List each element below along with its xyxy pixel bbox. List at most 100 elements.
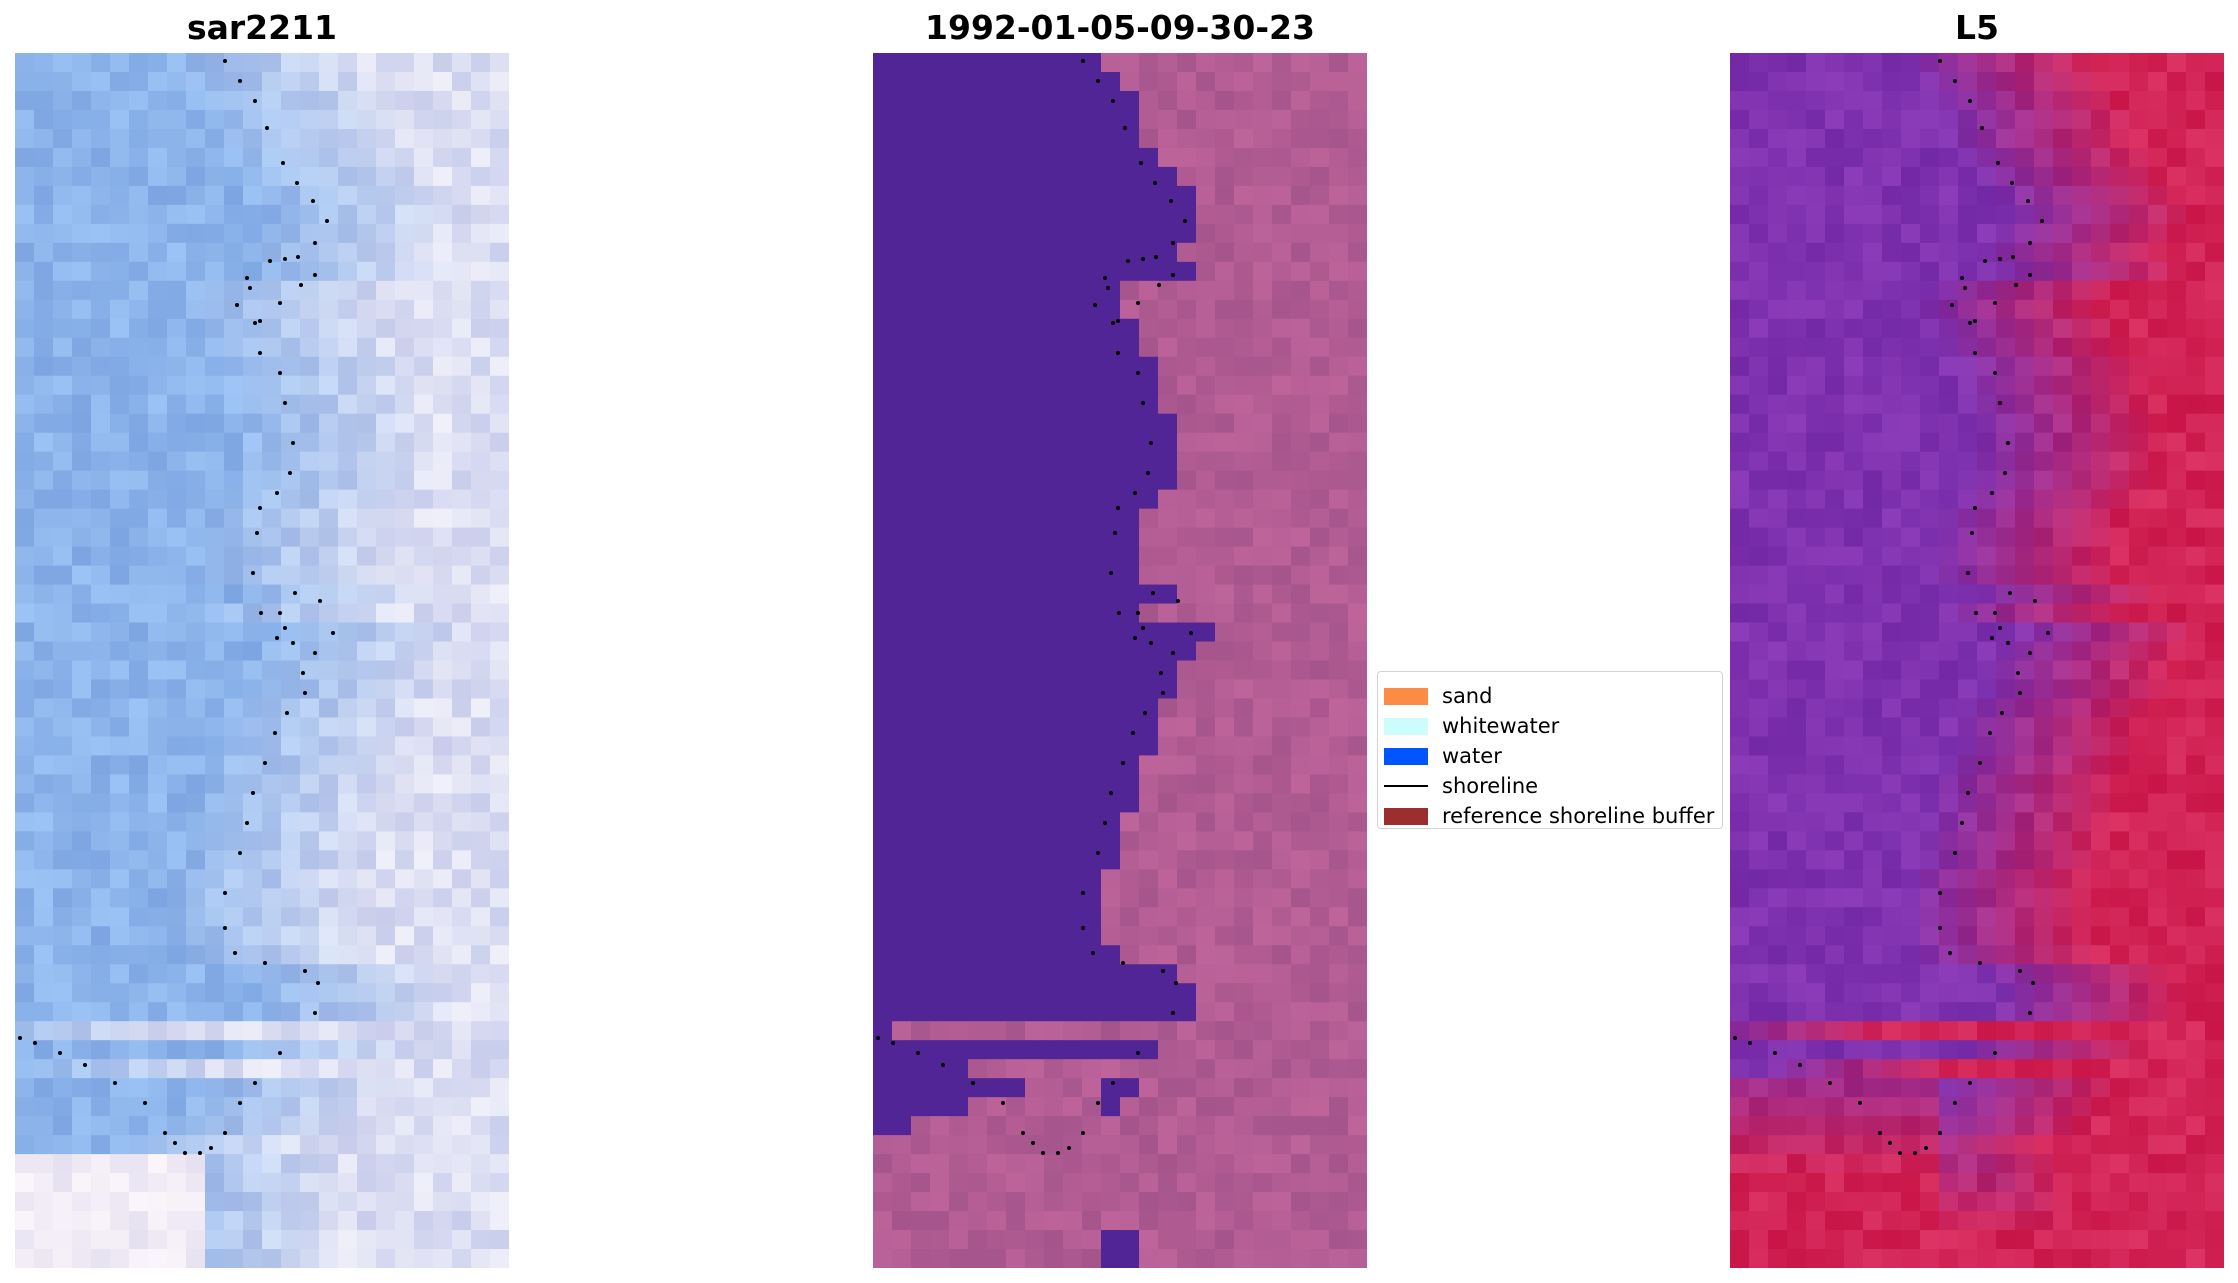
shoreline-point [163, 1131, 167, 1135]
image-pixel [911, 907, 931, 927]
image-pixel [1291, 147, 1311, 168]
image-pixel [1329, 128, 1349, 149]
image-pixel [2072, 774, 2092, 794]
image-pixel [148, 755, 168, 776]
image-pixel [1768, 204, 1788, 225]
image-pixel [167, 679, 187, 700]
image-pixel [1215, 774, 1235, 794]
image-pixel [1749, 584, 1769, 605]
image-pixel [471, 489, 491, 510]
image-pixel [91, 926, 111, 946]
image-pixel [1348, 527, 1367, 548]
image-pixel [224, 204, 244, 225]
image-pixel [15, 717, 35, 738]
image-pixel [148, 945, 168, 965]
image-pixel [1044, 831, 1064, 851]
image-pixel [148, 793, 168, 813]
image-pixel [930, 584, 950, 605]
image-pixel [2034, 641, 2054, 662]
image-pixel [1882, 489, 1902, 510]
image-pixel [892, 1002, 912, 1022]
image-pixel [167, 242, 187, 263]
image-pixel [1177, 128, 1197, 149]
image-pixel [34, 622, 54, 643]
image-pixel [1958, 869, 1978, 889]
image-pixel [2148, 869, 2168, 889]
image-pixel [129, 223, 149, 244]
image-pixel [414, 736, 434, 757]
image-pixel [2015, 1154, 2035, 1174]
image-pixel [1901, 356, 1921, 377]
image-pixel [1253, 1192, 1273, 1212]
image-pixel [911, 679, 931, 700]
image-pixel [1901, 280, 1921, 301]
shoreline-point [1096, 851, 1100, 855]
image-pixel [1044, 964, 1064, 984]
image-pixel [490, 1002, 509, 1022]
image-pixel [1082, 356, 1102, 377]
image-pixel [167, 394, 187, 415]
image-pixel [2053, 1135, 2073, 1155]
image-pixel [452, 964, 472, 984]
image-pixel [1882, 812, 1902, 832]
image-pixel [1958, 90, 1978, 111]
image-pixel [2053, 147, 2073, 168]
image-pixel [1044, 337, 1064, 358]
image-pixel [1977, 1021, 1997, 1041]
image-pixel [452, 356, 472, 377]
image-pixel [1234, 223, 1254, 244]
image-pixel [930, 1173, 950, 1193]
image-pixel [186, 109, 206, 130]
image-pixel [357, 1097, 377, 1117]
image-pixel [1101, 109, 1121, 130]
image-pixel [1996, 983, 2016, 1003]
image-pixel [1177, 451, 1197, 472]
image-pixel [1939, 1135, 1959, 1155]
image-pixel [1882, 660, 1902, 681]
image-pixel [110, 508, 130, 529]
image-pixel [1825, 755, 1845, 776]
image-pixel [1730, 451, 1750, 472]
image-pixel [1177, 698, 1197, 719]
image-pixel [1901, 318, 1921, 339]
image-pixel [892, 71, 912, 92]
image-pixel [892, 356, 912, 377]
image-pixel [1120, 1173, 1140, 1193]
image-pixel [1291, 71, 1311, 92]
image-pixel [1863, 812, 1883, 832]
image-pixel [1348, 489, 1367, 510]
image-pixel [2091, 185, 2111, 206]
image-pixel [205, 603, 225, 624]
image-pixel [1844, 1135, 1864, 1155]
image-pixel [148, 432, 168, 453]
image-pixel [1901, 432, 1921, 453]
image-pixel [281, 983, 301, 1003]
image-pixel [949, 964, 969, 984]
image-pixel [2110, 1059, 2130, 1079]
image-pixel [1215, 660, 1235, 681]
image-pixel [186, 432, 206, 453]
image-pixel [1215, 489, 1235, 510]
image-pixel [1958, 413, 1978, 434]
image-pixel [300, 166, 320, 187]
image-pixel [1863, 375, 1883, 396]
image-pixel [414, 489, 434, 510]
image-pixel [148, 280, 168, 301]
shoreline-point [223, 59, 227, 63]
image-pixel [2167, 508, 2187, 529]
image-pixel [1825, 318, 1845, 339]
image-pixel [1139, 1230, 1159, 1250]
image-pixel [1139, 508, 1159, 529]
image-pixel [2072, 603, 2092, 624]
image-pixel [1749, 660, 1769, 681]
image-pixel [1329, 394, 1349, 415]
image-pixel [1882, 166, 1902, 187]
image-pixel [205, 318, 225, 339]
image-pixel [186, 660, 206, 681]
image-pixel [15, 375, 35, 396]
image-pixel [1787, 147, 1807, 168]
image-pixel [1844, 679, 1864, 700]
image-pixel [243, 926, 263, 946]
image-pixel [2129, 1135, 2149, 1155]
image-pixel [53, 888, 73, 908]
